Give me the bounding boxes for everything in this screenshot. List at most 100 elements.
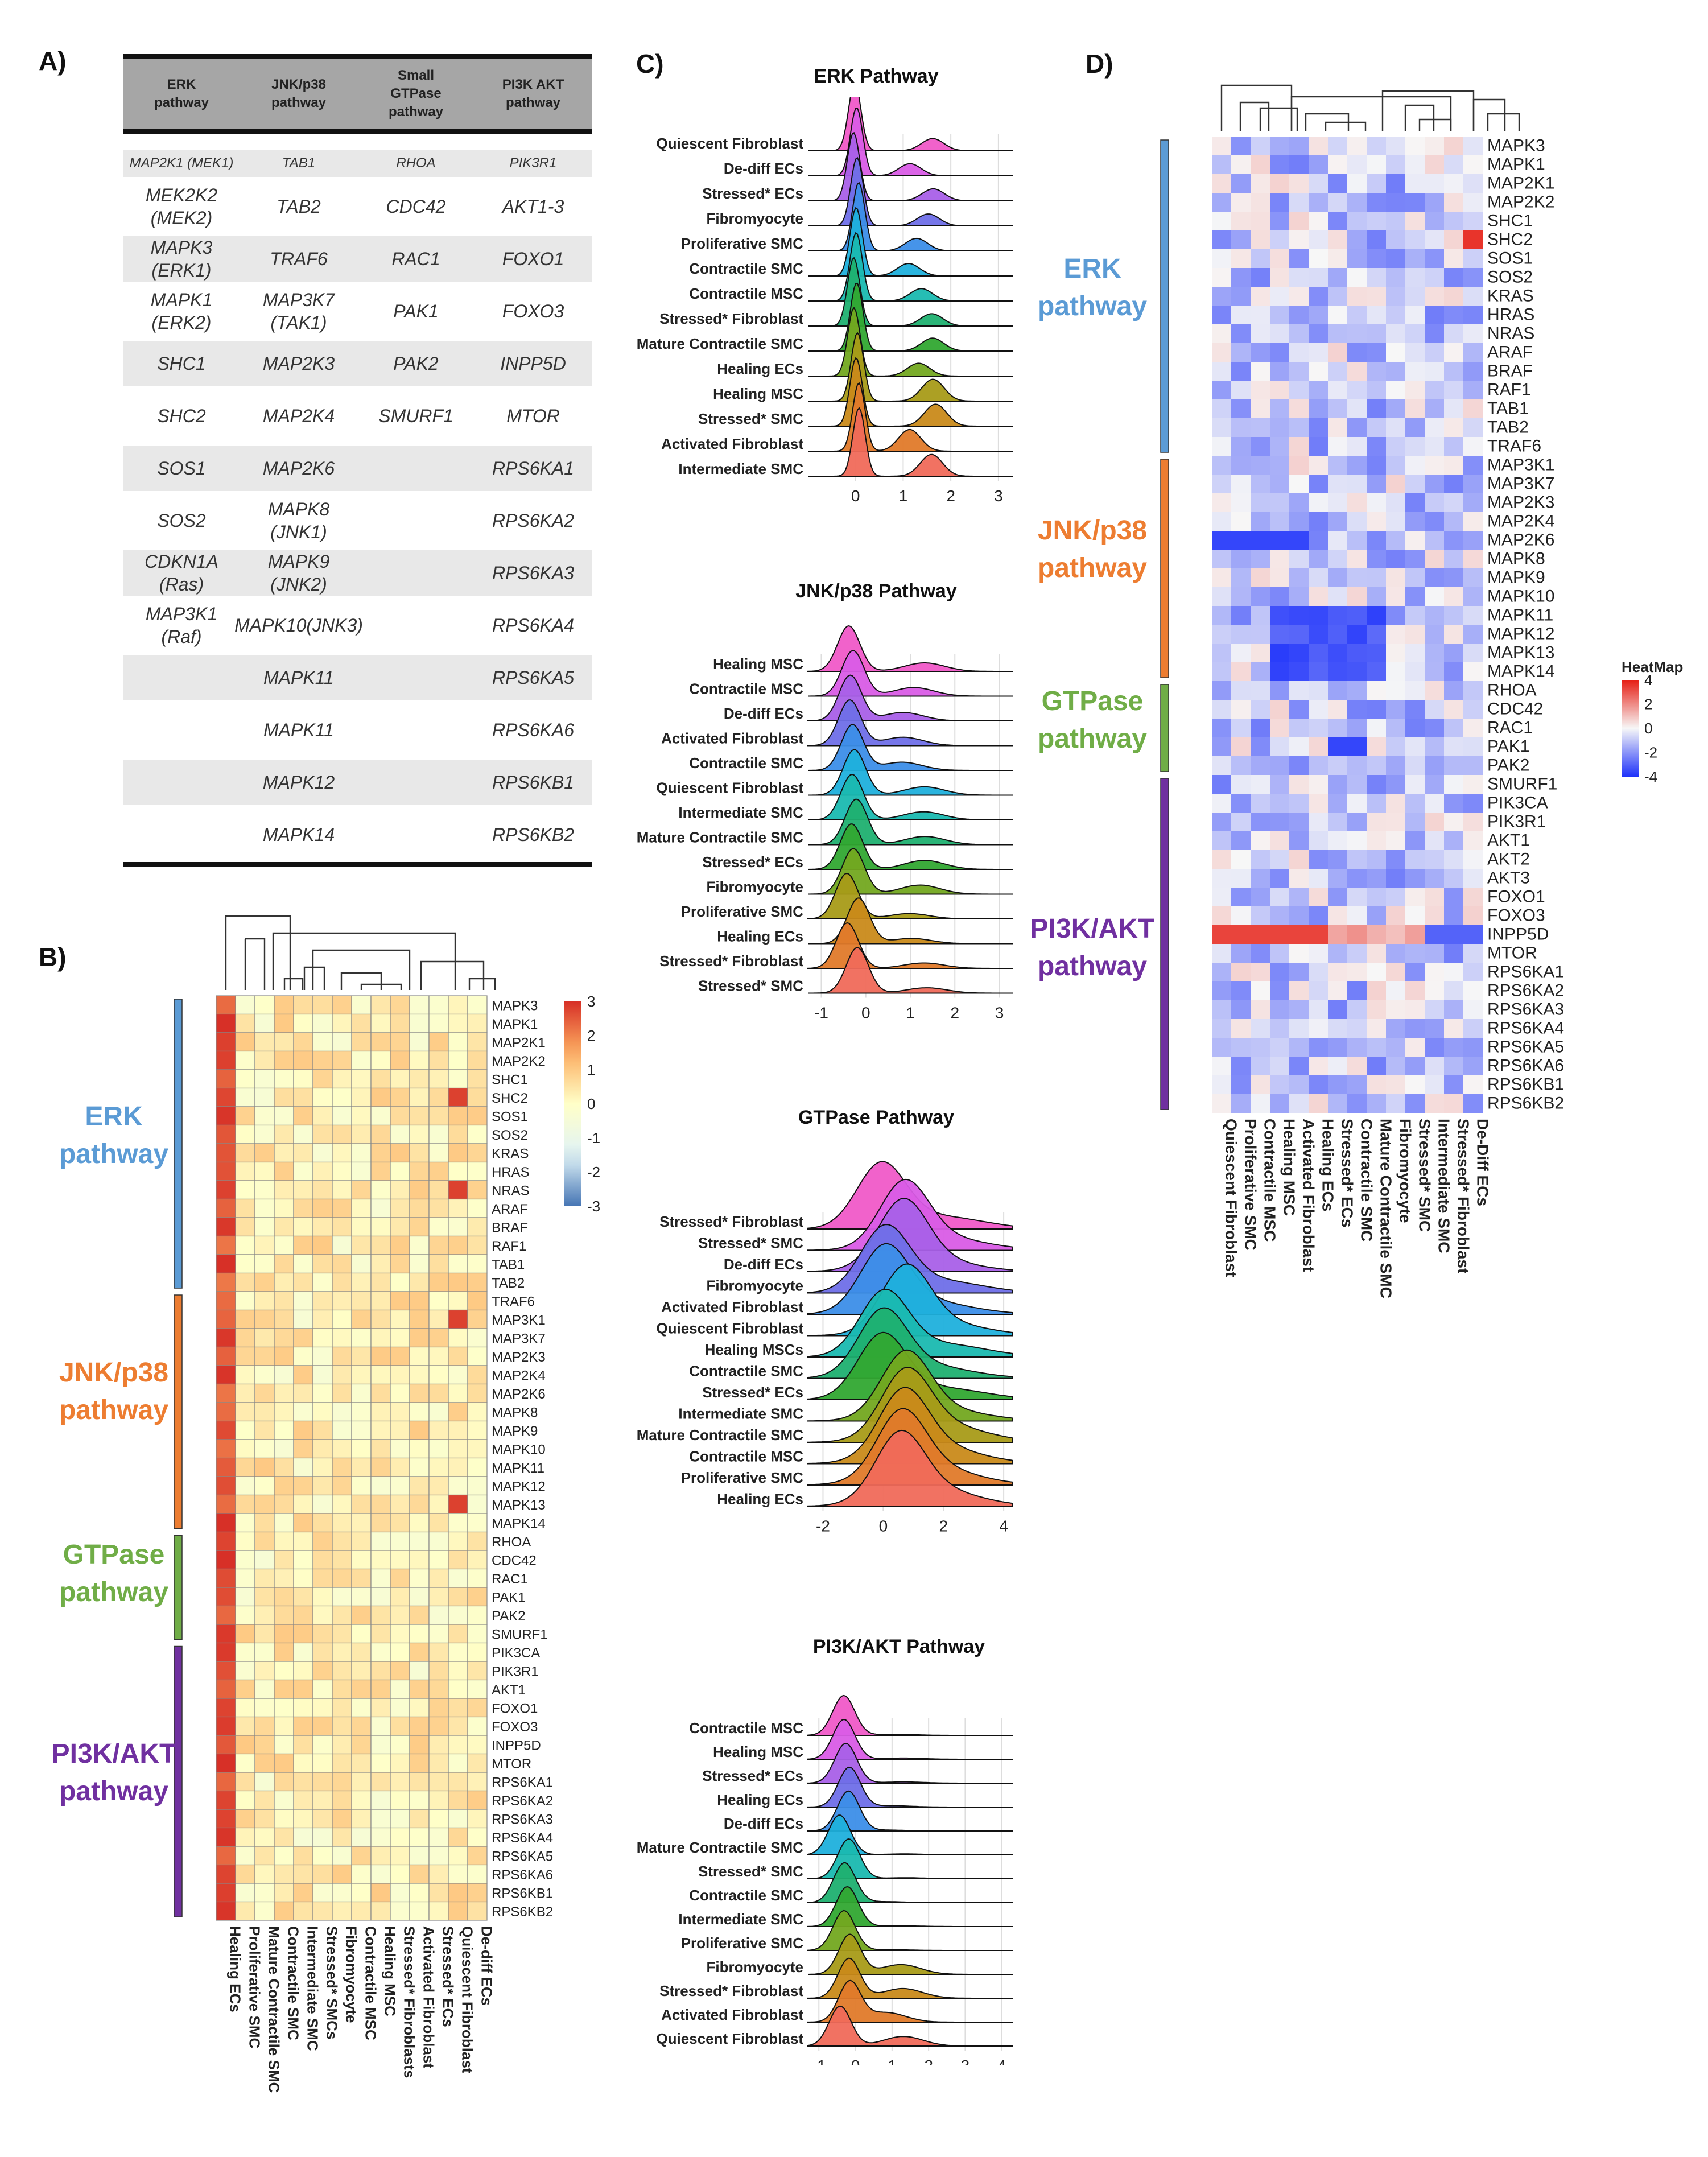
- heatmap-cell: [1444, 212, 1463, 230]
- table-header: ERK pathway JNK/p38 pathway Small GTPase p…: [123, 54, 592, 134]
- heatmap-cell: [409, 1198, 430, 1218]
- heatmap-cell: [1367, 212, 1386, 230]
- heatmap-cell: [448, 1587, 468, 1607]
- ridge-label-stressed-fibroblast: Stressed* Fibroblast: [659, 310, 803, 327]
- heatmap-cell: [1289, 249, 1309, 268]
- heatmap-cell: [1367, 775, 1386, 794]
- heatmap-cell: [1251, 625, 1270, 644]
- heatmap-cell: [1463, 625, 1483, 644]
- heatmap-cell: [216, 1272, 236, 1292]
- heatmap-cell: [370, 1161, 391, 1181]
- heatmap-cell: [428, 1550, 449, 1570]
- heatmap-cell: [1405, 287, 1425, 306]
- row-label-rps6ka6: RPS6KA6: [1487, 1057, 1564, 1075]
- heatmap-cell: [1463, 456, 1483, 475]
- heatmap-cell: [216, 1735, 236, 1755]
- heatmap-cell: [1367, 1057, 1386, 1075]
- ridge-de-diff-ecs: [807, 1198, 1013, 1272]
- heatmap-cell: [216, 1531, 236, 1551]
- heatmap-cell: [1463, 587, 1483, 606]
- heatmap-cell: [274, 1550, 294, 1570]
- row-label-rps6ka4: RPS6KA4: [1487, 1019, 1564, 1038]
- heatmap-cell: [235, 1328, 255, 1348]
- heatmap-cell: [390, 995, 410, 1015]
- heatmap-cell: [1231, 625, 1251, 644]
- heatmap-cell: [1289, 794, 1309, 813]
- row-label-akt2: AKT2: [1487, 850, 1530, 869]
- ridge-contractile-msc: [807, 1694, 1013, 1736]
- heatmap-cell: [216, 1254, 236, 1274]
- heatmap-cell: [274, 1217, 294, 1237]
- row-label-mapk3: MAPK3: [1487, 137, 1545, 155]
- heatmap-cell: [428, 1050, 449, 1070]
- heatmap-cell: [235, 1864, 255, 1884]
- heatmap-cell: [351, 1087, 372, 1107]
- heatmap-cell: [332, 1069, 352, 1089]
- heatmap-cell: [254, 1587, 275, 1607]
- heatmap-cell: [428, 1605, 449, 1625]
- heatmap-cell: [1270, 287, 1289, 306]
- x-tick-label: -1: [814, 1004, 828, 1019]
- heatmap-cell: [274, 1476, 294, 1496]
- heatmap-cell: [1231, 531, 1251, 550]
- heatmap-cell: [428, 1328, 449, 1348]
- heatmap-cell: [1386, 681, 1405, 700]
- heatmap-cell: [1425, 794, 1444, 813]
- heatmap-cell: [1309, 456, 1328, 475]
- heatmap-cell: [390, 1439, 410, 1459]
- heatmap-cell: [1289, 193, 1309, 212]
- heatmap-cell: [1212, 925, 1231, 944]
- heatmap-cell: [1328, 963, 1347, 981]
- heatmap-cell: [254, 1605, 275, 1625]
- ridge-label-contractile-msc: Contractile MSC: [689, 1448, 803, 1465]
- heatmap-cell: [1231, 174, 1251, 193]
- row-label-mapk14: MAPK14: [492, 1516, 546, 1531]
- colorbar: [564, 1001, 581, 1206]
- heatmap-cell: [351, 1457, 372, 1477]
- heatmap-cell: [448, 1494, 468, 1514]
- heatmap-cell: [370, 1420, 391, 1440]
- heatmap-cell: [312, 1550, 333, 1570]
- heatmap-cell: [1289, 287, 1309, 306]
- heatmap-cell: [1386, 1057, 1405, 1075]
- heatmap-cell: [293, 1624, 313, 1644]
- heatmap-cell: [1405, 568, 1425, 587]
- heatmap-cell: [1463, 362, 1483, 381]
- heatmap-cell: [1251, 813, 1270, 831]
- heatmap-cell: [1328, 756, 1347, 775]
- row-label-cdc42: CDC42: [1487, 700, 1543, 719]
- heatmap-cell: [312, 1587, 333, 1607]
- heatmap-cell: [390, 1531, 410, 1551]
- heatmap-cell: [1328, 737, 1347, 756]
- heatmap-cell: [216, 1383, 236, 1403]
- heatmap-cell: [216, 1772, 236, 1792]
- heatmap-cell: [448, 1143, 468, 1163]
- heatmap-cell: [1289, 681, 1309, 700]
- heatmap-cell: [235, 1106, 255, 1126]
- colorbar-tick: 0: [1644, 720, 1652, 737]
- ridge-label-contractile-msc: Contractile MSC: [689, 680, 803, 698]
- heatmap-cell: [1425, 719, 1444, 737]
- panel-c-label: C): [636, 49, 664, 79]
- heatmap-cell: [370, 1531, 391, 1551]
- heatmap-cell: [428, 1217, 449, 1237]
- heatmap-cell: [1328, 137, 1347, 155]
- heatmap-cell: [1425, 268, 1444, 287]
- heatmap-cell: [370, 1827, 391, 1847]
- heatmap-cell: [1289, 1019, 1309, 1038]
- row-label-mapk11: MAPK11: [492, 1461, 544, 1476]
- heatmap-cell: [235, 995, 255, 1015]
- row-label-pak1: PAK1: [1487, 737, 1530, 756]
- column-label-stressed-ecs: Stressed* ECs: [1338, 1119, 1356, 1227]
- heatmap-cell: [312, 1124, 333, 1144]
- row-label-rhoa: RHOA: [1487, 681, 1537, 700]
- heatmap-cell: [1289, 850, 1309, 869]
- heatmap-cell: [1425, 662, 1444, 681]
- heatmap-cell: [1463, 831, 1483, 850]
- ridge-label-fibromyocyte: Fibromyocyte: [707, 879, 804, 896]
- heatmap-cell: [1425, 1075, 1444, 1094]
- heatmap-cell: [1425, 625, 1444, 644]
- heatmap-cell: [1444, 850, 1463, 869]
- heatmap-cell: [1463, 324, 1483, 343]
